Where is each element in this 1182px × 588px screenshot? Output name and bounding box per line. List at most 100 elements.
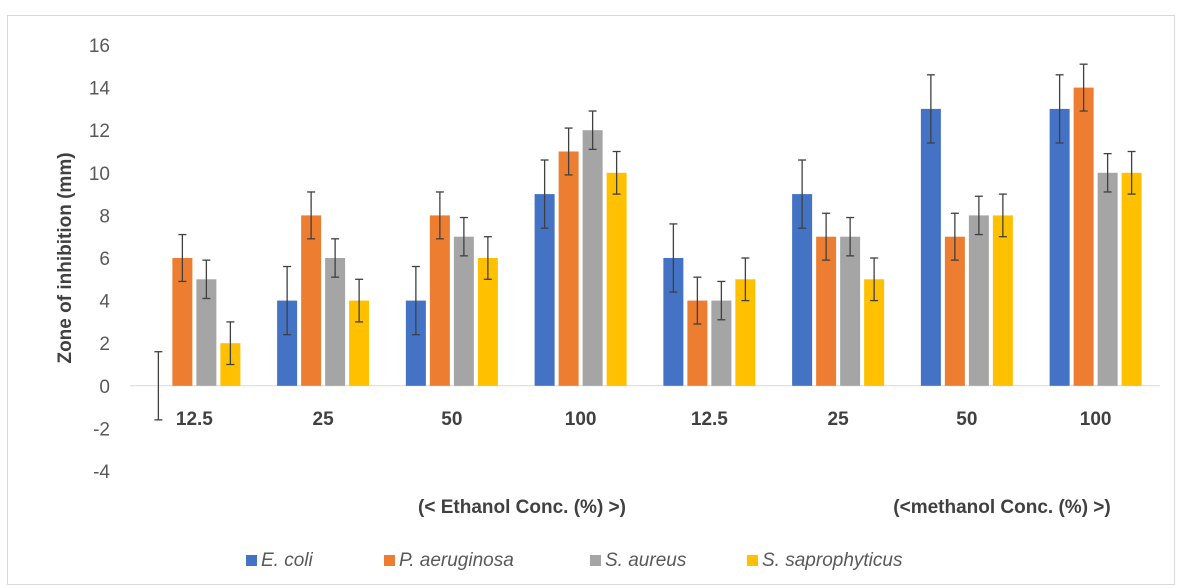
bar-series2-cat1 — [325, 258, 346, 386]
x-tick-label-3: 100 — [565, 409, 597, 430]
error-bars — [154, 63, 1136, 421]
y-tick-label-8: 12 — [89, 121, 110, 142]
error-bar-series2-cat6 — [974, 195, 983, 236]
x-tick-label-1: 25 — [313, 409, 335, 430]
error-bar-series0-cat7 — [1055, 74, 1064, 144]
bar-series3-cat3 — [606, 172, 627, 386]
x-tick-label-7: 100 — [1080, 409, 1112, 430]
y-tick-label-9: 14 — [89, 79, 111, 100]
error-bar-series1-cat0 — [178, 233, 187, 283]
error-bar-series3-cat5 — [870, 257, 879, 302]
error-bar-series3-cat7 — [1127, 150, 1136, 195]
y-axis-label: Zone of inhibition (mm) — [55, 152, 76, 363]
bar-series0-cat4 — [663, 258, 684, 386]
y-axis: -4 -2 0 2 4 6 8 10 12 14 16 — [89, 36, 111, 483]
error-bar-series2-cat1 — [331, 238, 340, 278]
error-bar-series1-cat3 — [564, 127, 573, 176]
bar-series0-cat5 — [792, 194, 813, 386]
error-bar-series1-cat5 — [822, 212, 831, 261]
bar-series2-cat2 — [453, 236, 474, 386]
x-tick-label-4: 12.5 — [691, 409, 728, 430]
error-bar-series2-cat4 — [717, 280, 726, 321]
group-label-0: (< Ethanol Conc. (%) >) — [418, 497, 626, 518]
bar-series0-cat3 — [534, 194, 555, 386]
error-bar-series3-cat0 — [226, 321, 235, 366]
error-bar-series0-cat0 — [154, 351, 163, 421]
error-bar-series2-cat7 — [1103, 152, 1112, 193]
bar-series1-cat2 — [429, 215, 450, 386]
error-bar-series3-cat1 — [355, 278, 364, 323]
error-bar-series1-cat1 — [307, 191, 316, 240]
legend-item-0: E. coli — [246, 550, 314, 571]
y-tick-label-4: 4 — [99, 292, 110, 313]
y-tick-label-5: 6 — [99, 249, 110, 270]
bar-series1-cat0 — [172, 258, 193, 386]
legend-item-2: S. aureus — [590, 550, 687, 571]
error-bar-series3-cat6 — [998, 193, 1007, 238]
error-bar-series1-cat4 — [693, 276, 702, 325]
y-tick-label-6: 8 — [99, 206, 110, 227]
y-tick-label-1: -2 — [93, 419, 110, 440]
error-bar-series1-cat6 — [950, 212, 959, 261]
legend-label-3: S. saprophyticus — [762, 550, 903, 571]
error-bar-series3-cat3 — [612, 150, 621, 195]
bar-series0-cat2 — [405, 300, 426, 386]
error-bar-series0-cat5 — [798, 159, 807, 229]
legend-swatch-3 — [747, 555, 758, 566]
error-bar-series3-cat2 — [483, 236, 492, 280]
bar-series1-cat7 — [1073, 87, 1094, 386]
bar-series2-cat7 — [1097, 172, 1118, 386]
bar-series3-cat4 — [735, 279, 756, 386]
bar-series3-cat6 — [992, 215, 1013, 386]
bar-series3-cat2 — [477, 258, 498, 386]
error-bar-series3-cat4 — [741, 257, 750, 302]
bar-series1-cat3 — [558, 151, 579, 386]
error-bar-series0-cat6 — [926, 74, 935, 144]
legend-swatch-0 — [246, 555, 257, 566]
error-bar-series0-cat1 — [283, 265, 292, 336]
bar-series2-cat5 — [840, 236, 861, 386]
y-tick-label-7: 10 — [89, 164, 110, 185]
bar-series1-cat6 — [944, 236, 965, 386]
legend-item-3: S. saprophyticus — [747, 550, 903, 571]
legend-swatch-2 — [590, 555, 601, 566]
x-axis: 12.5 25 50 100 12.5 25 50 100 (< Ethanol Conc. (… — [176, 409, 1112, 518]
legend-swatch-1 — [384, 555, 395, 566]
x-tick-label-2: 50 — [441, 409, 462, 430]
bar-series2-cat4 — [711, 300, 732, 386]
legend-label-0: E. coli — [261, 550, 314, 571]
legend-label-2: S. aureus — [605, 550, 687, 571]
bar-series3-cat7 — [1121, 172, 1142, 386]
error-bar-series0-cat3 — [540, 159, 549, 229]
error-bar-series1-cat2 — [435, 191, 444, 240]
bar-series0-cat7 — [1049, 108, 1070, 386]
y-tick-label-3: 2 — [99, 334, 110, 355]
chart-area — [7, 15, 1175, 585]
legend-label-1: P. aeruginosa — [399, 550, 514, 571]
error-bar-series2-cat2 — [459, 216, 468, 257]
bars — [172, 87, 1142, 386]
error-bar-series0-cat2 — [411, 265, 420, 336]
x-tick-label-6: 50 — [956, 409, 977, 430]
x-tick-label-5: 25 — [828, 409, 850, 430]
y-tick-label-0: -4 — [93, 462, 110, 483]
bar-series3-cat1 — [349, 300, 370, 386]
error-bar-series2-cat3 — [588, 110, 597, 151]
bar-series1-cat4 — [687, 300, 708, 386]
error-bar-series2-cat5 — [846, 216, 855, 257]
bar-series1-cat5 — [816, 236, 837, 386]
bar-series3-cat5 — [864, 279, 885, 386]
error-bar-series2-cat0 — [202, 259, 211, 300]
bar-series2-cat6 — [968, 215, 989, 386]
group-label-1: (<methanol Conc. (%) >) — [893, 497, 1110, 518]
bar-series1-cat1 — [301, 215, 322, 386]
y-tick-label-2: 0 — [99, 377, 110, 398]
bar-series0-cat1 — [277, 300, 298, 386]
error-bar-series0-cat4 — [669, 223, 678, 293]
x-tick-label-0: 12.5 — [176, 409, 213, 430]
bar-series2-cat0 — [196, 279, 217, 386]
bar-series0-cat6 — [920, 108, 941, 386]
legend: E. coli P. aeruginosa S. aureus S. saprophy… — [246, 550, 903, 571]
y-tick-label-10: 16 — [89, 36, 110, 57]
